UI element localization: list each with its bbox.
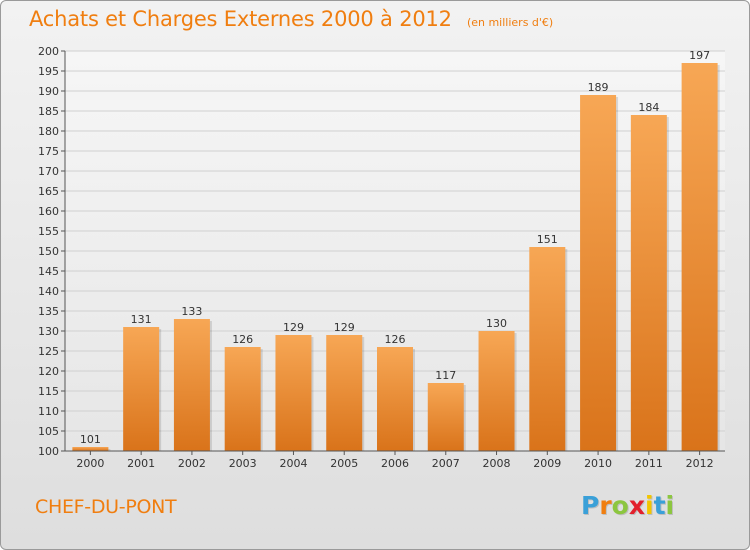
y-tick-label: 115 <box>38 385 59 398</box>
y-tick-label: 140 <box>38 285 59 298</box>
data-labels: 101 131 133 126 129 129 126 117 130 151 189 184 197 <box>80 49 710 446</box>
y-tick-label: 155 <box>38 225 59 238</box>
y-tick-label: 160 <box>38 205 59 218</box>
y-tick-label: 105 <box>38 425 59 438</box>
bars <box>72 63 720 451</box>
y-tick-label: 165 <box>38 185 59 198</box>
logo-letter: P <box>581 491 600 520</box>
axes <box>61 50 725 455</box>
y-axis-ticks: 100 105 110 115 120 125 130 135 140 145 150 155 160 1… <box>38 45 59 458</box>
bar <box>377 347 413 451</box>
data-label: 126 <box>232 333 253 346</box>
chart-title-block: Achats et Charges Externes 2000 à 2012 (… <box>29 7 553 31</box>
bar <box>123 327 160 451</box>
bar <box>326 335 363 451</box>
bar <box>478 331 515 451</box>
x-tick-label: 2009 <box>533 457 561 470</box>
y-tick-label: 100 <box>38 445 59 458</box>
y-tick-label: 150 <box>38 245 59 258</box>
bar <box>529 247 566 451</box>
x-axis-ticks: 2000 2001 2002 2003 2004 2005 2006 2007 2008 2009… <box>76 457 713 470</box>
y-tick-label: 200 <box>38 45 59 58</box>
data-label: 129 <box>334 321 355 334</box>
bar <box>427 383 464 451</box>
logo-letter: o <box>611 491 629 520</box>
bar <box>275 335 312 451</box>
y-tick-label: 135 <box>38 305 59 318</box>
y-tick-label: 195 <box>38 65 59 78</box>
bar <box>173 319 210 451</box>
y-tick-label: 130 <box>38 325 59 338</box>
x-tick-label: 2010 <box>584 457 612 470</box>
x-tick-label: 2003 <box>229 457 257 470</box>
data-label: 151 <box>537 233 558 246</box>
data-label: 184 <box>638 101 659 114</box>
chart-title: Achats et Charges Externes 2000 à 2012 <box>29 7 452 31</box>
y-tick-label: 170 <box>38 165 59 178</box>
data-label: 101 <box>80 433 101 446</box>
y-tick-label: 125 <box>38 345 59 358</box>
bar <box>580 95 617 451</box>
y-tick-label: 180 <box>38 125 59 138</box>
bar <box>681 63 718 451</box>
data-label: 117 <box>435 369 456 382</box>
data-label: 130 <box>486 317 507 330</box>
x-tick-label: 2000 <box>76 457 104 470</box>
x-tick-label: 2005 <box>330 457 358 470</box>
logo-letter: i <box>645 491 654 520</box>
y-tick-label: 175 <box>38 145 59 158</box>
bar <box>224 347 261 451</box>
data-label: 129 <box>283 321 304 334</box>
commune-name: CHEF-DU-PONT <box>35 496 177 518</box>
logo-letter: x <box>628 491 645 520</box>
x-tick-label: 2012 <box>686 457 714 470</box>
logo-letter: i <box>665 491 675 520</box>
x-tick-label: 2004 <box>279 457 307 470</box>
proxiti-logo: Proxiti <box>581 491 674 520</box>
data-label: 126 <box>385 333 406 346</box>
y-tick-label: 110 <box>38 405 59 418</box>
y-tick-label: 145 <box>38 265 59 278</box>
logo-letter: r <box>599 491 612 520</box>
data-label: 133 <box>181 305 202 318</box>
logo-letter: t <box>653 491 666 520</box>
bar <box>72 447 109 451</box>
x-tick-label: 2008 <box>483 457 511 470</box>
data-label: 189 <box>588 81 609 94</box>
x-tick-label: 2006 <box>381 457 409 470</box>
x-tick-label: 2001 <box>127 457 155 470</box>
x-tick-label: 2002 <box>178 457 206 470</box>
y-tick-label: 120 <box>38 365 59 378</box>
x-tick-label: 2011 <box>635 457 663 470</box>
bar <box>630 115 667 451</box>
data-label: 131 <box>131 313 152 326</box>
x-tick-label: 2007 <box>432 457 460 470</box>
data-label: 197 <box>689 49 710 62</box>
y-tick-label: 185 <box>38 105 59 118</box>
y-tick-label: 190 <box>38 85 59 98</box>
unit-note: (en milliers d'€) <box>466 16 554 29</box>
